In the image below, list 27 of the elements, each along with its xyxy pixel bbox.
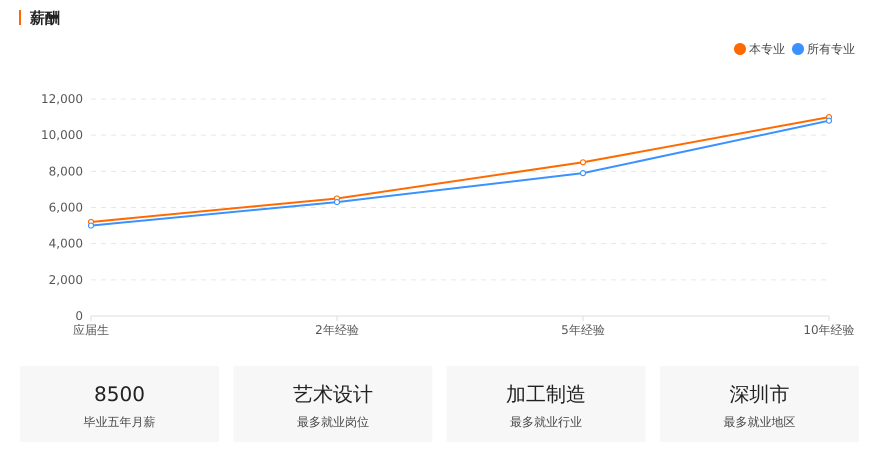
legend-label: 本专业	[749, 42, 785, 56]
legend-label: 所有专业	[807, 42, 855, 56]
chart-title: 薪酬	[29, 9, 60, 27]
x-tick-label: 10年经验	[803, 323, 855, 337]
point	[580, 159, 586, 166]
x-tick-label: 2年经验	[315, 323, 359, 337]
x-tick-label: 5年经验	[561, 323, 605, 337]
y-tick-label: 12,000	[41, 92, 83, 106]
point	[88, 222, 94, 229]
y-tick-label: 10,000	[41, 128, 83, 142]
y-tick-label: 2,000	[48, 272, 83, 287]
y-tick-label: 0	[75, 309, 83, 323]
text: 深圳市	[729, 382, 790, 406]
point	[826, 118, 832, 124]
text: 最多就业行业	[510, 415, 582, 429]
text: 加工制造	[506, 382, 586, 406]
y-tick-label: 8,000	[48, 164, 83, 178]
text: 艺术设计	[292, 382, 373, 406]
text: 最多就业地区	[723, 415, 796, 429]
x-tick-label: 应届生	[73, 323, 109, 337]
text: 最多就业岗位	[296, 415, 369, 429]
y-tick-label: 6,000	[48, 200, 83, 214]
point	[334, 198, 340, 206]
y-tick-label: 4,000	[48, 236, 83, 251]
text: 毕业五年月薪	[84, 415, 156, 429]
point	[580, 170, 586, 176]
text: 8500	[94, 382, 145, 406]
